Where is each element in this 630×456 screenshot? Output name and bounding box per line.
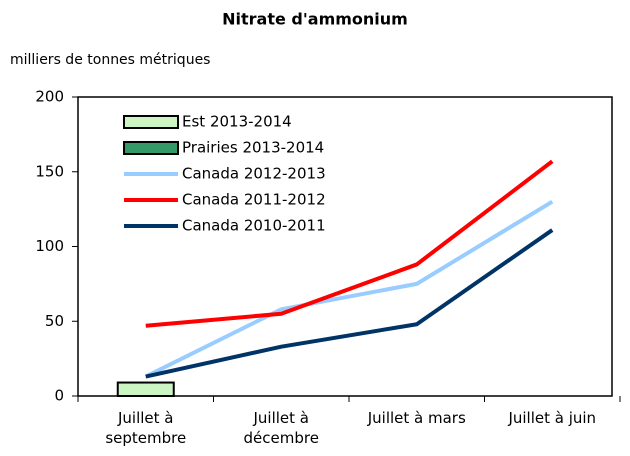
legend-label: Canada 2012-2013	[182, 165, 326, 183]
y-tick-label: 200	[35, 88, 64, 106]
y-tick-label: 100	[35, 237, 64, 255]
bar	[116, 381, 175, 398]
chart-title: Nitrate d'ammonium	[222, 10, 408, 29]
legend-label: Prairies 2013-2014	[182, 139, 324, 157]
legend-label: Canada 2010-2011	[182, 217, 326, 235]
legend-label: Canada 2011-2012	[182, 191, 326, 209]
legend-swatch	[123, 115, 179, 129]
line	[145, 228, 554, 379]
y-tick-label: 150	[35, 162, 64, 180]
y-tick-label: 50	[45, 312, 64, 330]
x-tick-label: Juillet à juin	[508, 409, 597, 427]
legend-label: Est 2013-2014	[182, 113, 292, 131]
line	[145, 159, 554, 328]
y-axis-label: milliers de tonnes métriques	[10, 52, 210, 68]
x-tick-label: Juillet à septembre	[105, 409, 187, 447]
x-tick-label: Juillet à mars	[367, 409, 466, 427]
line	[144, 199, 554, 379]
y-tick-label: 0	[54, 387, 64, 405]
x-tick-label: Juillet à décembre	[243, 409, 319, 447]
legend-swatch	[123, 141, 179, 155]
plot-frame	[77, 96, 613, 397]
